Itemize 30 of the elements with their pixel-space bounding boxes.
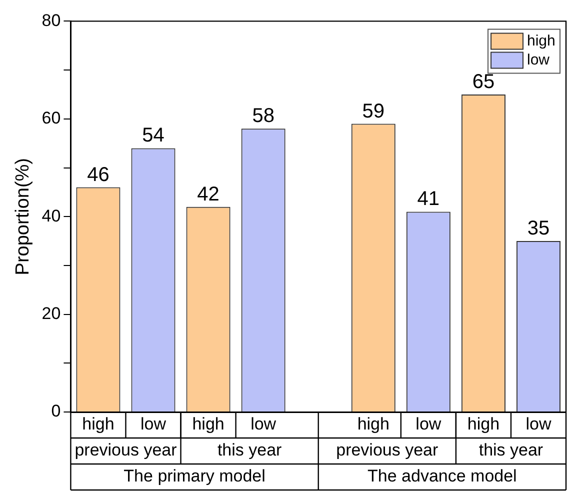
x-tick-label: high [192,414,224,434]
text: The primary model [124,466,266,486]
x-tick-label: high [82,414,114,434]
data-label: 42 [197,183,220,206]
text: previous year [336,440,438,460]
data-label: 41 [417,188,440,210]
data-label: 65 [472,70,495,93]
data-label: 35 [527,218,550,240]
x-tick-label: low [250,414,277,434]
y-tick-label: 60 [42,108,61,128]
text: previous year [74,440,178,460]
legend-label: high [527,32,556,50]
x-tick-label: high [467,414,500,434]
y-axis-title: Proportion(%) [12,158,34,276]
y-tick-label: 80 [42,10,61,30]
x-tick-label: high [357,414,390,434]
text: this year [217,440,282,460]
x-tick-label: low [526,414,552,434]
x-tick-label: low [416,414,442,434]
text: this year [478,440,544,460]
y-tick-label: 20 [42,304,61,323]
data-label: 59 [362,100,385,122]
text: The advance model [368,466,517,486]
y-tick-label: 40 [42,206,61,226]
data-label: 58 [252,105,274,128]
x-tick-label: low [140,414,167,434]
y-tick-label: 0 [51,402,61,421]
data-label: 54 [142,124,164,147]
legend-label: low [527,51,550,68]
data-label: 46 [87,164,110,186]
